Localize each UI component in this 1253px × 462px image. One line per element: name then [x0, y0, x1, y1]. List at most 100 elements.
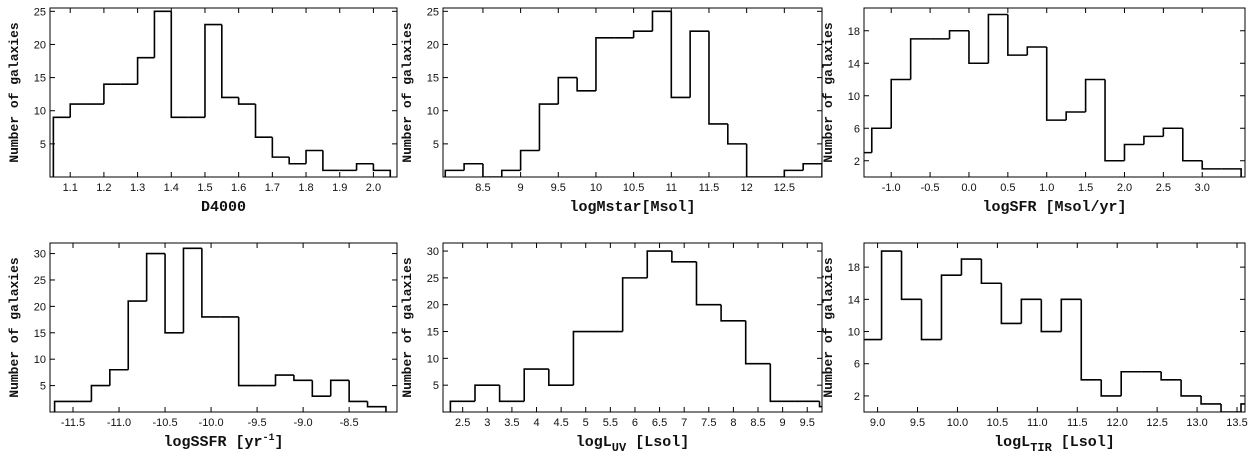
- histogram-bin: [1026, 46, 1047, 56]
- histogram-bin: [348, 380, 368, 403]
- histogram-bin: [322, 150, 340, 172]
- histogram-bin: [254, 104, 273, 139]
- x-tick-label: -9.5: [248, 417, 267, 429]
- y-tick-label: 10: [34, 106, 46, 118]
- x-axis-label: logLTIR [Lsol]: [994, 434, 1115, 455]
- histogram-bin: [1182, 128, 1203, 162]
- histogram-bin: [153, 10, 172, 58]
- histogram-bin: [783, 169, 804, 177]
- histogram-bin: [960, 258, 982, 276]
- histogram-bin: [500, 169, 521, 177]
- histogram-bin: [329, 379, 350, 397]
- y-axis-label: Number of galaxies: [400, 257, 415, 398]
- y-tick-label: 5: [40, 139, 46, 151]
- x-tick-label: 10.0: [947, 417, 968, 429]
- y-tick-label: 14: [848, 294, 860, 306]
- histogram-bin: [572, 330, 599, 386]
- x-tick-label: 10: [590, 182, 602, 194]
- y-tick-label: 5: [40, 381, 46, 393]
- histogram: [864, 13, 1242, 177]
- y-tick-label: 10: [34, 354, 46, 366]
- x-tick-label: 9: [780, 417, 786, 429]
- x-tick-label: -11.5: [61, 417, 85, 429]
- histogram-bin: [221, 24, 239, 99]
- histogram-bin: [237, 316, 258, 387]
- histogram-bin: [632, 30, 653, 38]
- histogram-bin: [1220, 403, 1242, 412]
- histogram-bin: [53, 400, 74, 412]
- histogram-bin: [1221, 168, 1242, 177]
- histogram-bin: [769, 363, 795, 403]
- x-tick-label: 1.3: [130, 182, 145, 194]
- x-tick-label: 8.5: [475, 182, 490, 194]
- y-tick-label: 20: [34, 301, 46, 313]
- x-tick-label: 7.5: [701, 417, 716, 429]
- x-tick-label: 12.5: [1146, 417, 1167, 429]
- y-axis-label: Number of galaxies: [400, 22, 415, 163]
- plot-frame: [49, 242, 398, 413]
- x-axis-label: logLUV [Lsol]: [576, 434, 689, 455]
- x-tick-label: 11.0: [1027, 417, 1048, 429]
- x-tick-label: 1.1: [63, 182, 78, 194]
- histogram-bin: [1143, 135, 1164, 145]
- histogram-bin: [69, 103, 88, 118]
- histogram-bin: [727, 123, 747, 145]
- histogram-bin: [164, 253, 184, 334]
- histogram-bin: [444, 169, 465, 177]
- x-tick-label: 2.5: [1156, 182, 1171, 194]
- histogram-bin: [293, 375, 313, 382]
- histogram-bin: [1060, 298, 1082, 332]
- y-tick-label: 18: [848, 26, 860, 38]
- y-tick-label: 15: [34, 73, 46, 85]
- x-tick-label: 4.5: [553, 417, 568, 429]
- histogram-bin: [689, 30, 709, 98]
- histogram-bin: [170, 11, 189, 119]
- y-tick-label: 14: [848, 58, 860, 70]
- y-tick-label: 20: [427, 39, 439, 51]
- histogram-bin: [708, 31, 728, 125]
- x-tick-label: 1.2: [96, 182, 111, 194]
- x-tick-label: -1.0: [882, 182, 901, 194]
- x-axis-label-part: logL: [576, 434, 612, 451]
- histogram-bin: [621, 277, 648, 332]
- x-tick-label: 1.5: [1078, 182, 1093, 194]
- histogram-bin: [695, 261, 722, 306]
- x-tick-label: 13.5: [1226, 417, 1247, 429]
- plot-frame: [49, 7, 398, 178]
- histogram-bin: [1007, 14, 1028, 56]
- y-tick-label: 18: [848, 262, 860, 274]
- histogram-bin: [980, 259, 1002, 285]
- x-tick-label: 9.5: [910, 417, 925, 429]
- histogram-bin: [1040, 299, 1062, 333]
- y-tick-label: 25: [427, 6, 439, 18]
- y-tick-label: 20: [427, 300, 439, 312]
- x-tick-label: 11.5: [699, 182, 720, 194]
- y-tick-label: 15: [427, 327, 439, 339]
- panel: 9.0 9.5 10.0 10.5 11.0 11.5 12.0 12.5 13.0 13.5 2 6…: [821, 242, 1248, 455]
- histogram-bin: [311, 380, 331, 397]
- y-axis-label: Number of galaxies: [821, 22, 836, 163]
- x-tick-label: 12.5: [774, 182, 795, 194]
- x-tick-label: 11.5: [1067, 417, 1088, 429]
- x-tick-label: 9.0: [870, 417, 885, 429]
- y-tick-label: 2: [854, 391, 860, 403]
- x-axis-label: logMstar[Msol]: [569, 199, 695, 216]
- x-tick-label: 11: [666, 182, 677, 194]
- histogram-bin: [274, 374, 294, 386]
- x-axis-label-part: logSSFR [yr: [163, 434, 262, 451]
- histogram-bin: [305, 149, 323, 164]
- plot-frame: [442, 7, 823, 178]
- x-tick-label: -11.0: [107, 417, 131, 429]
- x-axis-label-part: -1: [263, 433, 275, 444]
- y-tick-label: 6: [854, 359, 860, 371]
- histogram-bin: [548, 369, 574, 386]
- histogram-bin: [968, 30, 989, 65]
- y-tick-label: 6: [854, 123, 860, 135]
- histogram-bin: [136, 56, 155, 85]
- y-axis-label: Number of galaxies: [821, 257, 836, 398]
- y-tick-label: 5: [433, 380, 439, 392]
- y-tick-label: 30: [427, 246, 439, 258]
- x-tick-label: 3.0: [1195, 182, 1210, 194]
- histogram-bin: [288, 157, 307, 165]
